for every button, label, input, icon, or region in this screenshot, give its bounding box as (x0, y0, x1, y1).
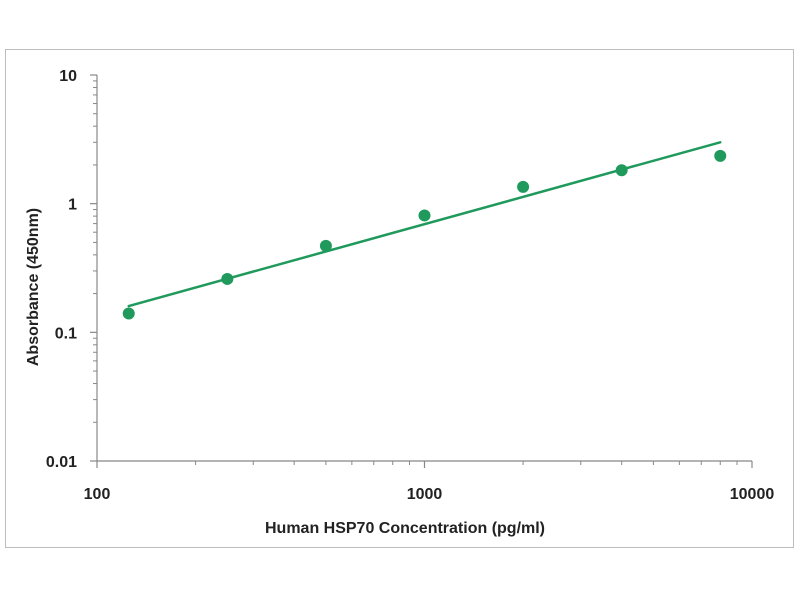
y-tick-label: 0.01 (46, 454, 77, 471)
tick-labels: 10 1 0.1 0.01 100 1000 10000 (46, 68, 774, 503)
data-point (122, 307, 135, 320)
data-points (122, 149, 727, 320)
x-tick-label: 1000 (407, 486, 443, 503)
x-tick-label: 10000 (730, 486, 775, 503)
data-point (517, 180, 530, 193)
data-point (714, 149, 727, 162)
x-axis-title: Human HSP70 Concentration (pg/ml) (265, 520, 545, 537)
data-point (418, 209, 431, 222)
y-tick-label: 0.1 (55, 325, 77, 342)
data-point (221, 272, 234, 285)
y-axis-title: Absorbance (450nm) (25, 208, 42, 366)
fit-line-group (127, 141, 722, 308)
data-point (615, 164, 628, 177)
data-point (319, 239, 332, 252)
chart-frame (5, 49, 794, 548)
x-tick-label: 100 (84, 486, 111, 503)
y-tick-label: 1 (68, 197, 77, 214)
y-tick-label: 10 (59, 68, 77, 85)
fit-line (127, 141, 722, 308)
axes (90, 74, 753, 468)
